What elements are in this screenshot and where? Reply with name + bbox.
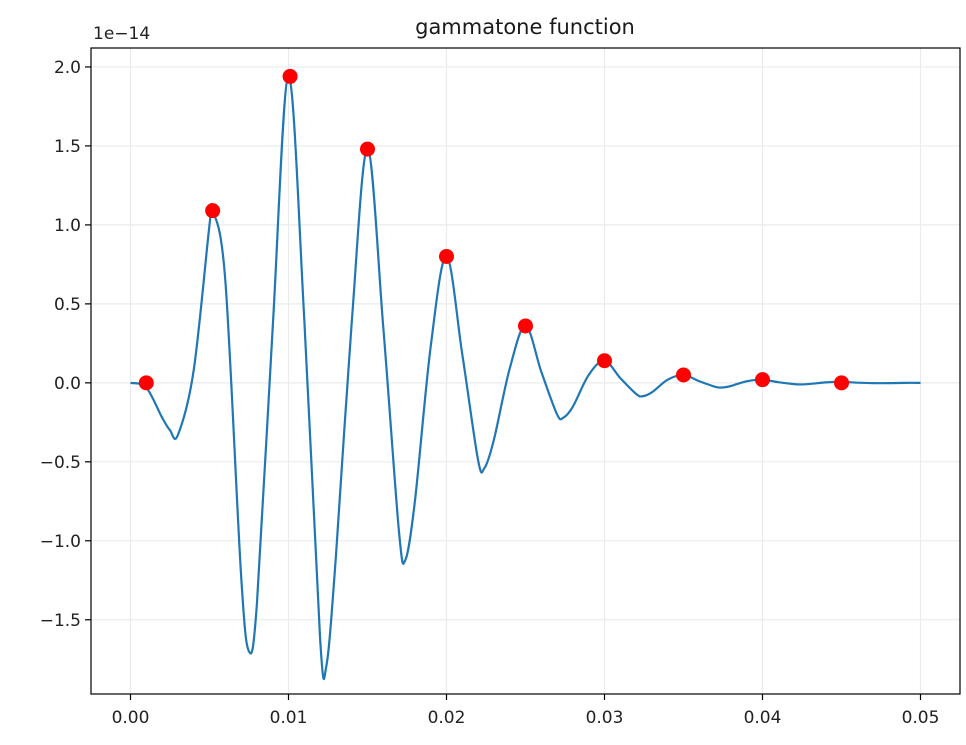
y-tick-label: −1.5 xyxy=(40,611,81,631)
x-tick-label: 0.03 xyxy=(586,708,624,728)
y-tick-label: 1.5 xyxy=(54,137,81,157)
y-axis-offset-label: 1e−14 xyxy=(93,24,150,44)
peak-marker xyxy=(755,372,770,388)
x-tick-label: 0.00 xyxy=(112,708,150,728)
peak-marker xyxy=(360,141,375,157)
x-tick-label: 0.04 xyxy=(744,708,782,728)
axes-frame xyxy=(90,47,961,695)
y-tick-label: −1.0 xyxy=(40,532,81,552)
y-tick-label: 0.5 xyxy=(54,295,81,315)
chart-title: gammatone function xyxy=(415,15,635,39)
peak-marker xyxy=(676,367,691,383)
peak-marker xyxy=(439,248,454,264)
peak-marker xyxy=(834,375,849,391)
axis-ticks: 0.00 0.01 0.02 0.03 0.04 0.05 2.0 1.5 1.0 0.5 0.0 −… xyxy=(40,58,940,728)
peak-marker xyxy=(205,203,221,219)
y-tick-label: 2.0 xyxy=(54,58,81,78)
x-tick-label: 0.02 xyxy=(428,708,466,728)
peak-marker xyxy=(138,375,154,391)
x-tick-label: 0.01 xyxy=(270,708,308,728)
peak-marker xyxy=(282,68,298,84)
gammatone-line xyxy=(130,75,921,680)
y-tick-label: 0.0 xyxy=(54,374,81,394)
peak-marker xyxy=(597,353,612,369)
peak-marker xyxy=(518,318,533,334)
y-tick-label: 1.0 xyxy=(54,216,81,236)
x-tick-label: 0.05 xyxy=(902,708,940,728)
y-tick-label: −0.5 xyxy=(40,453,81,473)
plot-series xyxy=(130,68,921,680)
